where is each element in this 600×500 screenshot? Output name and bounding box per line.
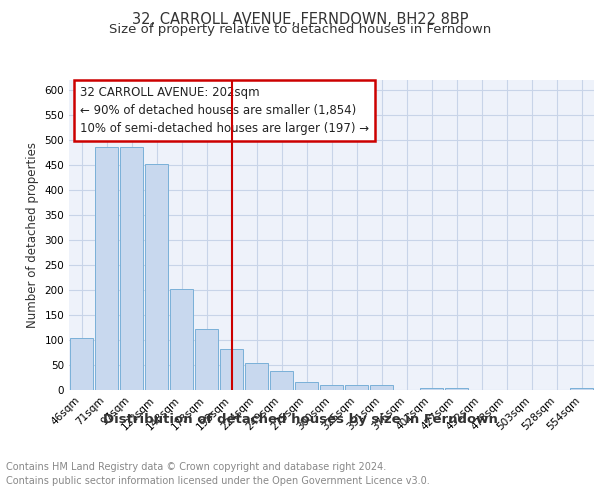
Bar bbox=[320, 385, 343, 390]
Y-axis label: Number of detached properties: Number of detached properties bbox=[26, 142, 39, 328]
Bar bbox=[195, 329, 218, 390]
Text: Size of property relative to detached houses in Ferndown: Size of property relative to detached ho… bbox=[109, 23, 491, 36]
Bar bbox=[220, 348, 243, 390]
Bar bbox=[370, 385, 393, 390]
Text: 32 CARROLL AVENUE: 202sqm
← 90% of detached houses are smaller (1,854)
10% of se: 32 CARROLL AVENUE: 202sqm ← 90% of detac… bbox=[79, 86, 368, 135]
Bar bbox=[295, 382, 318, 390]
Text: Contains HM Land Registry data © Crown copyright and database right 2024.
Contai: Contains HM Land Registry data © Crown c… bbox=[6, 462, 430, 485]
Text: Distribution of detached houses by size in Ferndown: Distribution of detached houses by size … bbox=[103, 412, 497, 426]
Bar bbox=[345, 385, 368, 390]
Text: 32, CARROLL AVENUE, FERNDOWN, BH22 8BP: 32, CARROLL AVENUE, FERNDOWN, BH22 8BP bbox=[132, 12, 468, 28]
Bar bbox=[245, 362, 268, 390]
Bar bbox=[420, 388, 443, 390]
Bar bbox=[70, 338, 93, 390]
Bar bbox=[270, 371, 293, 390]
Bar bbox=[95, 146, 118, 390]
Bar bbox=[120, 146, 143, 390]
Bar bbox=[145, 164, 168, 390]
Bar bbox=[445, 388, 468, 390]
Bar bbox=[170, 289, 193, 390]
Bar bbox=[570, 388, 593, 390]
